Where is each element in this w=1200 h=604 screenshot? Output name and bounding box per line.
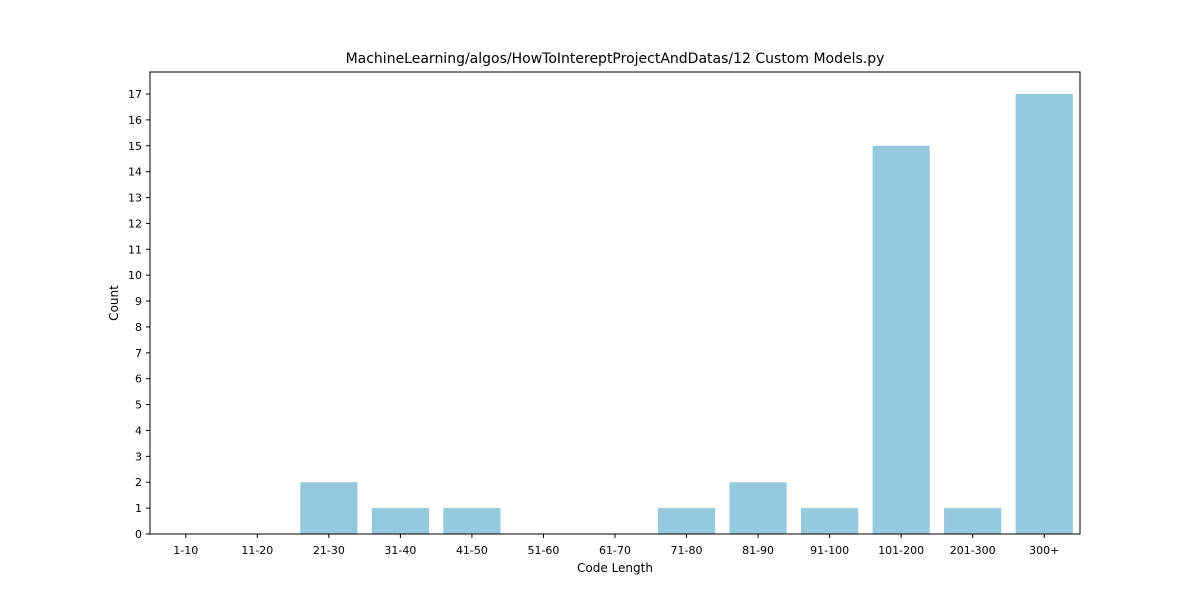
- bar-300+: [1015, 94, 1073, 534]
- bar-21-30: [300, 482, 358, 534]
- chart-title: MachineLearning/algos/HowToIntereptProje…: [346, 51, 885, 67]
- y-tick-label: 11: [128, 243, 142, 256]
- bars-layer: [300, 94, 1073, 534]
- x-tick-label: 201-300: [950, 544, 996, 557]
- plot-frame: [149, 71, 1081, 535]
- bar-71-80: [657, 508, 716, 534]
- x-tick-label: 51-60: [527, 544, 559, 557]
- y-tick-label: 14: [128, 166, 142, 179]
- y-tick-label: 3: [135, 450, 142, 463]
- bar-41-50: [443, 508, 501, 534]
- bar-81-90: [729, 482, 787, 534]
- y-tick-label: 4: [135, 424, 142, 437]
- y-axis-title: Count: [107, 285, 121, 321]
- bar-31-40: [371, 508, 429, 534]
- x-tick-label: 31-40: [384, 544, 416, 557]
- y-tick-label: 12: [128, 217, 142, 230]
- bar-201-300: [944, 508, 1002, 534]
- y-tick-label: 10: [128, 269, 142, 282]
- x-tick-label: 101-200: [878, 544, 924, 557]
- y-tick-label: 16: [128, 114, 142, 127]
- bar-101-200: [872, 145, 930, 534]
- x-axis-title: Code Length: [577, 561, 653, 575]
- y-tick-label: 13: [128, 192, 142, 205]
- y-tick-label: 2: [135, 476, 142, 489]
- x-axis: 1-10 11-20 21-30 31-40 41-50 51-60 61-70 71-80 8…: [173, 534, 1059, 557]
- x-tick-label: 41-50: [456, 544, 488, 557]
- bar-91-100: [801, 508, 859, 534]
- x-tick-label: 71-80: [671, 544, 703, 557]
- y-tick-label: 6: [135, 373, 142, 386]
- x-tick-label: 21-30: [313, 544, 345, 557]
- x-tick-label: 300+: [1029, 544, 1059, 557]
- y-tick-label: 9: [135, 295, 142, 308]
- x-tick-label: 61-70: [599, 544, 631, 557]
- y-tick-label: 17: [128, 88, 142, 101]
- y-tick-label: 15: [128, 140, 142, 153]
- x-tick-label: 91-100: [810, 544, 849, 557]
- y-tick-label: 8: [135, 321, 142, 334]
- x-tick-label: 1-10: [173, 544, 198, 557]
- x-tick-label: 11-20: [241, 544, 273, 557]
- y-tick-label: 5: [135, 399, 142, 412]
- y-tick-label: 0: [135, 528, 142, 541]
- y-tick-label: 7: [135, 347, 142, 360]
- y-tick-label: 1: [135, 502, 142, 515]
- x-tick-label: 81-90: [742, 544, 774, 557]
